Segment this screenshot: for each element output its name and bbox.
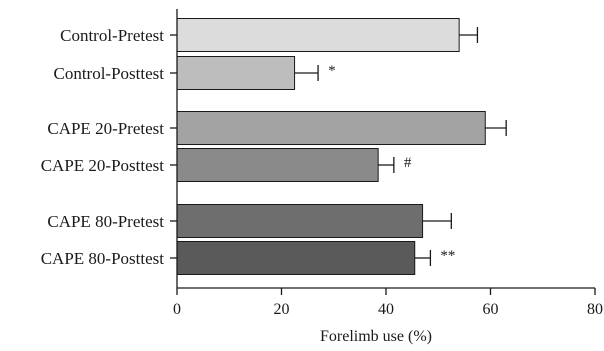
significance-marker-3: # bbox=[404, 155, 412, 171]
x-axis-title: Forelimb use (%) bbox=[320, 328, 432, 345]
x-tick-label-0: 0 bbox=[173, 301, 181, 318]
x-tick-label-2: 40 bbox=[378, 301, 394, 318]
x-axis: 0 20 40 60 80 bbox=[173, 9, 603, 318]
bar-1 bbox=[176, 56, 296, 90]
error-bar-5 bbox=[414, 250, 432, 266]
category-label-3: CAPE 20-Posttest bbox=[41, 156, 165, 175]
error-bar-1 bbox=[294, 65, 319, 81]
bar-2 bbox=[176, 111, 486, 145]
error-bar-2 bbox=[485, 120, 507, 136]
significance-marker-1: * bbox=[328, 63, 336, 79]
x-tick-label-3: 60 bbox=[483, 301, 499, 318]
significance-marker-5: ** bbox=[440, 248, 455, 264]
error-bar-3 bbox=[378, 157, 395, 173]
error-bar-4 bbox=[422, 213, 452, 229]
category-label-0: Control-Pretest bbox=[60, 26, 164, 45]
category-label-5: CAPE 80-Posttest bbox=[41, 249, 165, 268]
x-tick-label-4: 80 bbox=[587, 301, 603, 318]
error-bar-0 bbox=[459, 27, 479, 43]
bars-layer: * # ** bbox=[176, 18, 507, 275]
category-label-4: CAPE 80-Pretest bbox=[47, 212, 164, 231]
category-labels: Control-Pretest Control-Posttest CAPE 20-P… bbox=[41, 26, 177, 268]
bar-3 bbox=[176, 148, 379, 182]
category-label-1: Control-Posttest bbox=[53, 64, 164, 83]
category-label-2: CAPE 20-Pretest bbox=[47, 119, 164, 138]
x-tick-label-1: 20 bbox=[274, 301, 290, 318]
bar-0 bbox=[176, 18, 460, 52]
bar-4 bbox=[176, 204, 424, 238]
bar-5 bbox=[176, 241, 416, 275]
